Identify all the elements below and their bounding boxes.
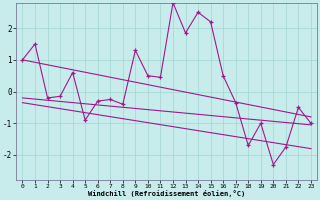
X-axis label: Windchill (Refroidissement éolien,°C): Windchill (Refroidissement éolien,°C) bbox=[88, 190, 245, 197]
